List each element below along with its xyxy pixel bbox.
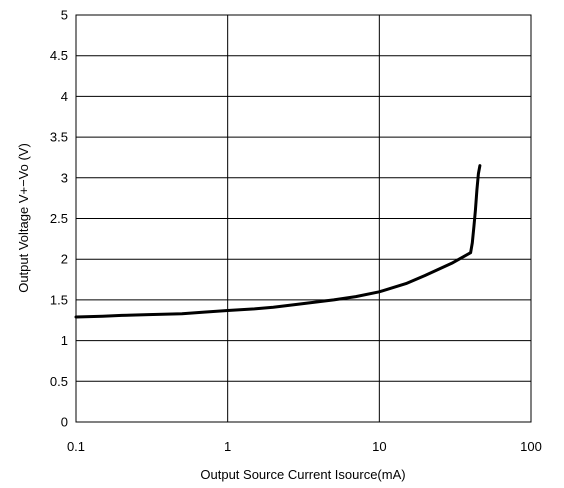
y-tick-label: 5 [61,8,68,23]
y-tick-label: 4.5 [50,48,68,63]
series-line [74,164,482,319]
y-tick-label: 2 [61,252,68,267]
y-tick-label: 3.5 [50,130,68,145]
y-tick-label: 3 [61,170,68,185]
y-tick-label: 2.5 [50,211,68,226]
x-tick-label: 10 [372,439,386,454]
y-axis-title: Output Voltage V+−Vo (V) [16,143,31,293]
x-tick-label: 0.1 [67,439,85,454]
y-tick-label: 0 [61,415,68,430]
x-axis-title: Output Source Current Isource(mA) [200,467,405,482]
x-tick-label: 100 [520,439,542,454]
y-tick-label: 4 [61,89,68,104]
y-tick-label: 0.5 [50,374,68,389]
y-tick-label: 1 [61,333,68,348]
y-tick-label: 1.5 [50,292,68,307]
plot-area-frame [75,14,532,423]
tick-labels: 0 0.5 1 1.5 2 2.5 3 3.5 4 4.5 5 0.1 1 10 100 [50,8,542,455]
grid [75,14,532,423]
x-tick-label: 1 [224,439,231,454]
